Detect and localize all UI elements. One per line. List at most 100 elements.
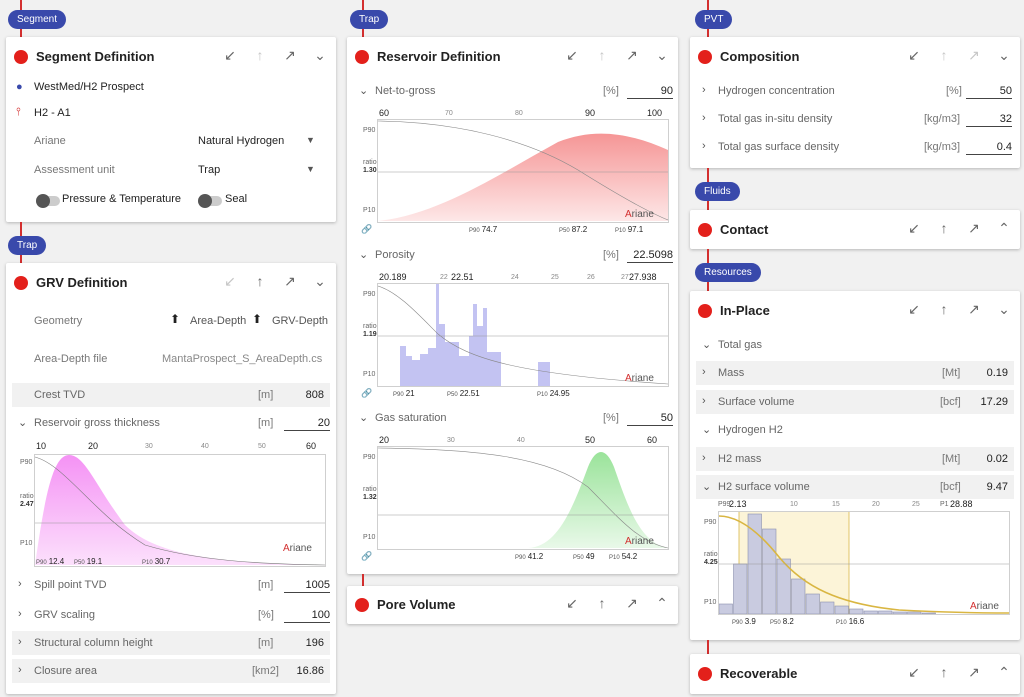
porosity-input[interactable]: 22.5098 xyxy=(627,247,673,263)
grv-depth-button[interactable]: GRV-Depth xyxy=(272,315,329,327)
chevron-down-icon[interactable]: ⌄ xyxy=(314,47,326,63)
seal-toggle[interactable] xyxy=(198,194,222,208)
gas-saturation-input[interactable]: 50 xyxy=(627,410,673,426)
chevron-down-icon[interactable]: ⌄ xyxy=(359,412,369,424)
arrow-up-icon[interactable]: ↑ xyxy=(256,273,264,289)
chevron-down-icon[interactable]: ⌄ xyxy=(998,47,1010,63)
chevron-right-icon[interactable]: › xyxy=(702,452,706,464)
chevron-right-icon[interactable]: › xyxy=(18,578,22,590)
collapse-in-icon[interactable]: ↙ xyxy=(566,47,578,63)
chevron-down-icon[interactable]: ⌄ xyxy=(702,339,712,351)
collapse-in-icon[interactable]: ↙ xyxy=(566,595,578,611)
expand-out-icon[interactable]: ↗ xyxy=(968,301,980,317)
collapse-in-icon[interactable]: ↙ xyxy=(908,301,920,317)
unit-select[interactable]: Trap xyxy=(198,164,221,176)
p10-value: P10 16.6 xyxy=(836,617,865,626)
chevron-right-icon[interactable]: › xyxy=(702,395,706,407)
thickness-input[interactable]: 20 xyxy=(284,415,330,431)
chevron-right-icon[interactable]: › xyxy=(18,636,22,648)
ariane-watermark: Ariane xyxy=(970,601,999,612)
chevron-down-icon[interactable]: ⌄ xyxy=(656,47,668,63)
pressure-toggle[interactable] xyxy=(36,194,60,208)
tick-label: 20 xyxy=(88,441,99,451)
pill-trap: Trap xyxy=(350,10,389,29)
arrow-up-icon[interactable]: ↑ xyxy=(940,220,948,236)
chevron-up-icon[interactable]: ⌃ xyxy=(998,220,1010,236)
gas-saturation-chart xyxy=(377,446,669,550)
chevron-right-icon[interactable]: › xyxy=(702,112,706,124)
chevron-down-icon[interactable]: ⌄ xyxy=(998,301,1010,317)
card-title: Segment Definition xyxy=(36,49,155,64)
row-value: 17.29 xyxy=(980,396,1008,408)
status-dot xyxy=(698,223,712,237)
tick-label: 50 xyxy=(258,443,266,450)
tgi-input[interactable]: 32 xyxy=(966,111,1012,127)
chevron-up-icon[interactable]: ⌃ xyxy=(656,595,668,611)
collapse-in-icon[interactable]: ↙ xyxy=(224,47,236,63)
collapse-in-icon[interactable]: ↙ xyxy=(908,47,920,63)
chevron-up-icon[interactable]: ⌃ xyxy=(998,664,1010,680)
hydrogen-row: ⌄ Hydrogen H2 xyxy=(696,418,1014,442)
dropdown-arrow-icon[interactable]: ▼ xyxy=(306,135,315,145)
chevron-down-icon[interactable]: ⌄ xyxy=(359,249,369,261)
p99-label: P99 xyxy=(718,501,731,508)
tick-label: 100 xyxy=(647,108,663,118)
arrow-up-icon: ↑ xyxy=(940,47,948,63)
porosity-histogram xyxy=(400,284,550,386)
expand-out-icon[interactable]: ↗ xyxy=(626,47,638,63)
area-depth-button[interactable]: Area-Depth xyxy=(190,315,247,327)
chevron-down-icon[interactable]: ⌄ xyxy=(702,424,712,436)
pill-segment: Segment xyxy=(8,10,67,29)
ntg-chart-svg xyxy=(377,120,669,221)
ntg-row: ⌄ Net-to-gross [%] 90 xyxy=(353,79,673,103)
arrow-up-icon: ↑ xyxy=(256,47,264,63)
spill-input[interactable]: 1005 xyxy=(284,577,330,593)
link-icon[interactable]: 🔗 xyxy=(361,224,373,234)
row-label: GRV scaling xyxy=(34,609,95,621)
ariane-select[interactable]: Natural Hydrogen xyxy=(198,135,285,147)
ntg-input[interactable]: 90 xyxy=(627,83,673,99)
tgs-input[interactable]: 0.4 xyxy=(966,139,1012,155)
card-title: In-Place xyxy=(720,303,770,318)
chevron-right-icon[interactable]: › xyxy=(702,84,706,96)
expand-out-icon[interactable]: ↗ xyxy=(284,47,296,63)
link-icon[interactable]: 🔗 xyxy=(361,551,373,561)
contact-card: Contact ↙ ↑ ↗ ⌃ xyxy=(690,210,1020,249)
arrow-up-icon[interactable]: ↑ xyxy=(940,301,948,317)
chevron-down-icon[interactable]: ⌄ xyxy=(359,85,369,97)
expand-out-icon[interactable]: ↗ xyxy=(626,595,638,611)
p10-axis-label: P10 xyxy=(363,371,376,378)
arrow-up-icon[interactable]: ↑ xyxy=(940,664,948,680)
p10-value: P10 54.2 xyxy=(609,552,638,561)
h2-input[interactable]: 50 xyxy=(966,83,1012,99)
histogram-bar xyxy=(892,611,907,615)
chevron-down-icon[interactable]: ⌄ xyxy=(702,481,712,493)
chevron-right-icon[interactable]: › xyxy=(702,140,706,152)
gas-pdf-area xyxy=(528,452,668,548)
collapse-in-icon[interactable]: ↙ xyxy=(908,220,920,236)
person-icon: ● xyxy=(16,81,23,93)
expand-out-icon[interactable]: ↗ xyxy=(968,220,980,236)
row-label: Total gas surface density xyxy=(718,141,840,153)
p90-value: P90 21 xyxy=(393,389,415,398)
scaling-input[interactable]: 100 xyxy=(284,607,330,623)
row-label: Gas saturation xyxy=(375,412,447,424)
chevron-right-icon[interactable]: › xyxy=(18,608,22,620)
collapse-in-icon[interactable]: ↙ xyxy=(908,664,920,680)
pill-fluids: Fluids xyxy=(695,182,740,201)
p90-axis-label: P90 xyxy=(363,291,376,298)
chevron-right-icon[interactable]: › xyxy=(18,664,22,676)
p10-value: P10 24.95 xyxy=(537,389,570,398)
arrow-up-icon: ↑ xyxy=(598,47,606,63)
chevron-down-icon[interactable]: ⌄ xyxy=(18,417,28,429)
segment-definition-card: Segment Definition ↙ ↑ ↗ ⌄ ● WestMed/H2 … xyxy=(6,37,336,222)
chevron-right-icon[interactable]: › xyxy=(702,366,706,378)
chevron-down-icon[interactable]: ⌄ xyxy=(314,273,326,289)
expand-out-icon[interactable]: ↗ xyxy=(284,273,296,289)
row-unit: [%] xyxy=(258,609,274,621)
link-icon[interactable]: 🔗 xyxy=(361,388,373,398)
dropdown-arrow-icon[interactable]: ▼ xyxy=(306,164,315,174)
tick-label: 15 xyxy=(832,501,840,508)
arrow-up-icon[interactable]: ↑ xyxy=(598,595,606,611)
expand-out-icon[interactable]: ↗ xyxy=(968,664,980,680)
